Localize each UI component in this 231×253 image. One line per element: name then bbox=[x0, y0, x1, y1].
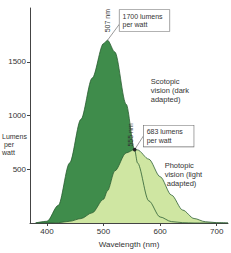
svg-text:600: 600 bbox=[153, 227, 167, 236]
svg-text:500: 500 bbox=[97, 227, 111, 236]
svg-text:1700 lumens: 1700 lumens bbox=[123, 13, 165, 20]
svg-text:vision (light: vision (light bbox=[165, 170, 203, 179]
svg-text:700: 700 bbox=[210, 227, 224, 236]
svg-text:Photopic: Photopic bbox=[165, 161, 196, 170]
svg-text:adapted): adapted) bbox=[165, 179, 197, 188]
svg-text:adapted): adapted) bbox=[151, 95, 181, 104]
svg-text:Scotopic: Scotopic bbox=[151, 77, 182, 86]
svg-text:vision (dark: vision (dark bbox=[151, 86, 191, 95]
svg-text:Lumens: Lumens bbox=[2, 133, 27, 140]
svg-text:per: per bbox=[2, 141, 16, 149]
svg-text:507 nm: 507 nm bbox=[104, 9, 111, 33]
svg-text:1000: 1000 bbox=[8, 111, 26, 120]
svg-text:1500: 1500 bbox=[8, 57, 26, 66]
svg-text:500: 500 bbox=[13, 165, 27, 174]
svg-text:per watt: per watt bbox=[123, 21, 148, 29]
svg-text:555 nm: 555 nm bbox=[127, 123, 134, 147]
svg-text:400: 400 bbox=[40, 227, 54, 236]
svg-text:683 lumens: 683 lumens bbox=[147, 128, 185, 135]
svg-text:watt: watt bbox=[1, 149, 15, 156]
svg-text:per watt: per watt bbox=[147, 137, 172, 145]
svg-text:Wavelength (nm): Wavelength (nm) bbox=[99, 240, 160, 249]
